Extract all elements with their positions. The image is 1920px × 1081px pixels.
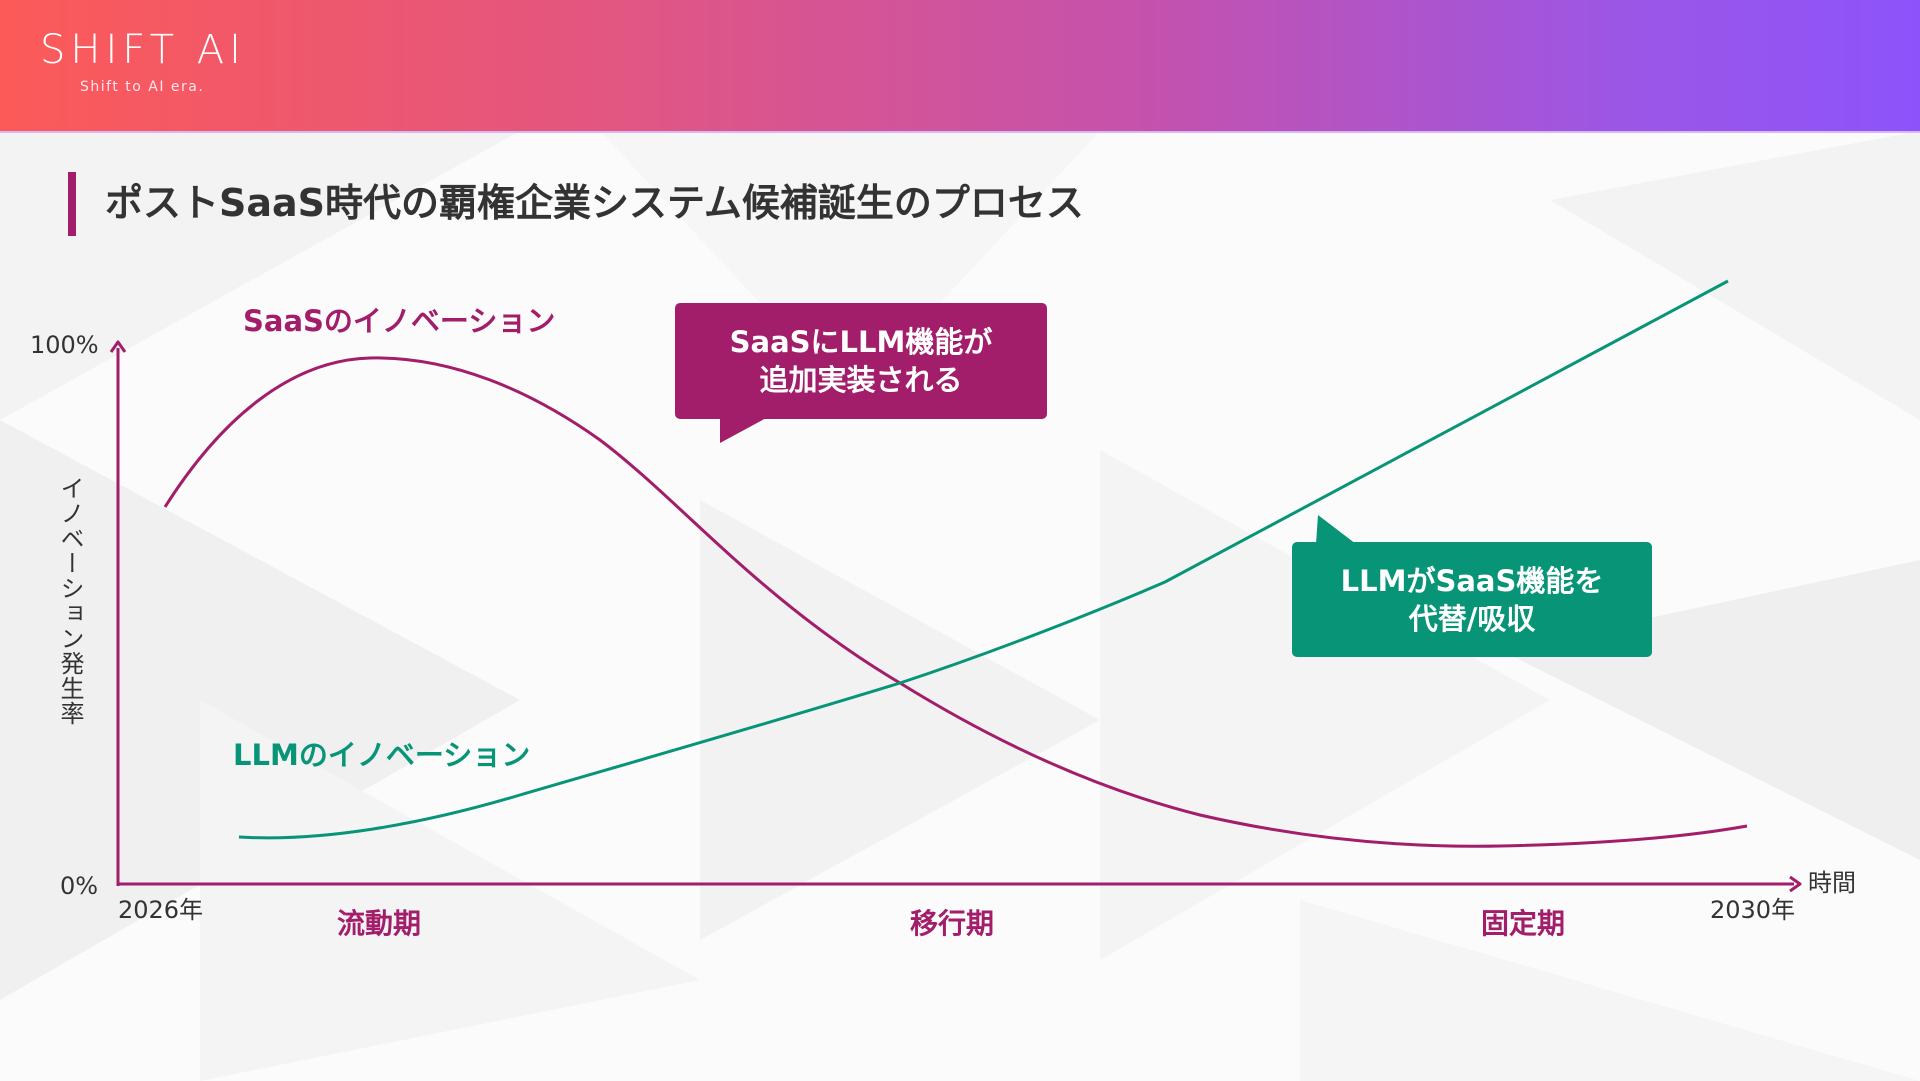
saas-callout: SaaSにLLM機能が 追加実装される <box>675 303 1047 419</box>
llm-callout-tail <box>1316 515 1356 544</box>
x-tick-start: 2026年 <box>118 896 204 924</box>
saas-callout-tail <box>720 417 768 443</box>
y-axis-arrow-icon <box>109 340 127 353</box>
title-accent-bar <box>68 172 76 236</box>
llm-callout-line-1: LLMがSaaS機能を <box>1340 563 1604 598</box>
y-axis-label: イノベーション発生率 <box>56 476 84 726</box>
logo: SHIFT AI <box>40 27 246 73</box>
saas-callout-line-1: SaaSにLLM機能が <box>729 325 993 359</box>
llm-callout-line-2: 代替/吸収 <box>1408 601 1536 636</box>
phase-fixed: 固定期 <box>1481 907 1566 940</box>
x-axis-arrow-icon <box>1789 875 1802 893</box>
page-title: ポストSaaS時代の覇権企業システム候補誕生のプロセス <box>105 181 1084 225</box>
llm-series-label: LLMのイノベーション <box>233 738 531 772</box>
saas-series-label: SaaSのイノベーション <box>243 304 556 338</box>
llm-innovation-curve <box>238 279 1729 840</box>
x-axis-label: 時間 <box>1808 869 1856 897</box>
saas-callout-line-2: 追加実装される <box>759 363 963 397</box>
background-pattern <box>0 131 1920 1081</box>
x-tick-end: 2030年 <box>1710 896 1796 924</box>
phase-fluid: 流動期 <box>337 907 422 940</box>
y-tick-0: 0% <box>60 872 99 900</box>
header-banner: SHIFT AI Shift to AI era. <box>0 0 1920 133</box>
phase-transition: 移行期 <box>910 907 995 940</box>
llm-callout: LLMがSaaS機能を 代替/吸収 <box>1292 542 1652 657</box>
logo-tagline: Shift to AI era. <box>80 79 205 95</box>
y-tick-100: 100% <box>30 331 99 359</box>
